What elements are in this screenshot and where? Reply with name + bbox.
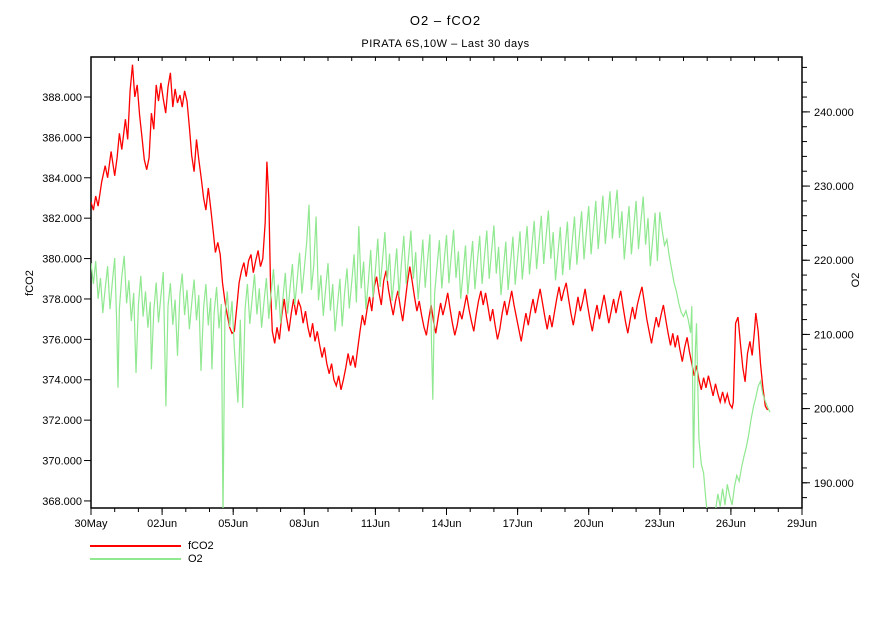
chart-subtitle: PIRATA 6S,10W – Last 30 days: [361, 38, 530, 50]
left-axis-tick-label: 370.000: [42, 456, 82, 468]
x-axis-tick-label: 23Jun: [645, 518, 675, 530]
x-axis-tick-label: 17Jun: [503, 518, 533, 530]
left-axis-tick-label: 386.000: [42, 132, 82, 144]
right-axis-tick-label: 230.000: [814, 181, 854, 193]
x-axis-tick-label: 14Jun: [432, 518, 462, 530]
right-axis-title: O2: [850, 272, 862, 288]
left-axis-tick-label: 374.000: [42, 375, 82, 387]
x-axis-tick-label: 05Jun: [218, 518, 248, 530]
x-axis-tick-label: 26Jun: [716, 518, 746, 530]
right-axis-tick-label: 190.000: [814, 478, 854, 490]
left-axis-title: fCO2: [24, 270, 36, 296]
x-axis-tick-label: 11Jun: [361, 518, 390, 530]
o2-series-line: [91, 189, 771, 508]
left-axis-tick-label: 368.000: [42, 496, 82, 508]
x-axis-tick-label: 08Jun: [289, 518, 319, 530]
right-axis-tick-label: 210.000: [814, 329, 854, 341]
left-axis-tick-label: 372.000: [42, 415, 82, 427]
o2-legend-label: O2: [188, 553, 203, 565]
fco2-series-line: [91, 64, 769, 411]
left-axis-tick-label: 380.000: [42, 254, 82, 266]
x-axis-tick-label: 02Jun: [147, 518, 177, 530]
left-axis-tick-label: 378.000: [42, 294, 82, 306]
x-axis-tick-label: 20Jun: [574, 518, 604, 530]
fco2-legend-label: fCO2: [188, 540, 214, 552]
left-axis-tick-label: 382.000: [42, 213, 82, 225]
plot-frame: [90, 56, 803, 509]
o2-legend-line: [90, 558, 181, 560]
x-axis-tick-label: 30May: [74, 518, 108, 530]
chart-title: O2 – fCO2: [409, 13, 482, 28]
right-axis-tick-label: 240.000: [814, 107, 854, 119]
left-axis-tick-label: 384.000: [42, 173, 82, 185]
left-axis-tick-label: 388.000: [42, 92, 82, 104]
right-axis-tick-label: 200.000: [814, 404, 854, 416]
left-axis-tick-label: 376.000: [42, 334, 82, 346]
fco2-legend-line: [90, 545, 181, 547]
x-axis-tick-label: 29Jun: [787, 518, 817, 530]
right-axis-tick-label: 220.000: [814, 255, 854, 267]
